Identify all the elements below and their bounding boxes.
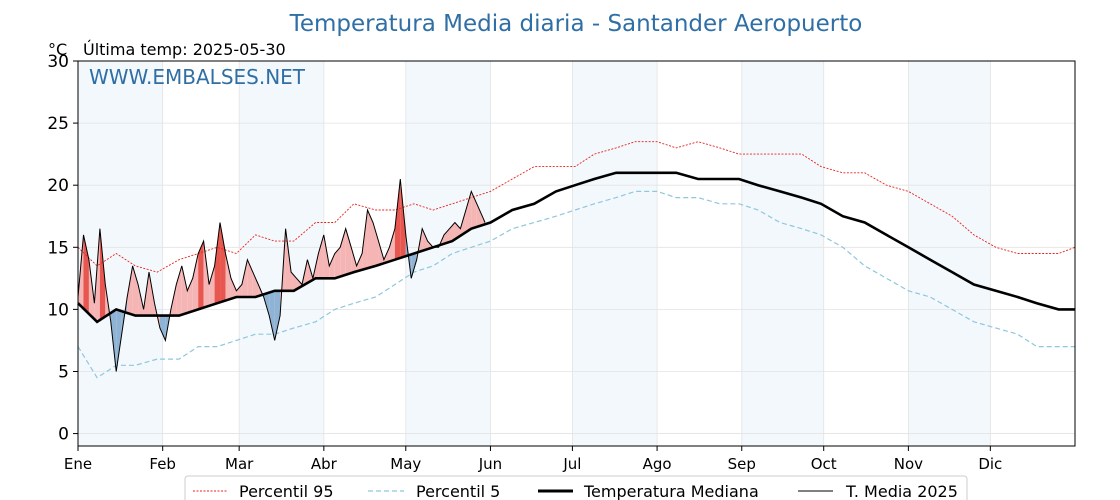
anomaly-fill-segment [291, 272, 297, 291]
anomaly-fill-segment [329, 253, 335, 279]
xtick-label-mar: Mar [225, 455, 254, 473]
ytick-label-15: 15 [47, 238, 69, 258]
anomaly-fill-segment [323, 234, 330, 279]
ytick-label-5: 5 [58, 362, 69, 382]
xtick-label-sep: Sep [728, 455, 756, 473]
y-axis-ticks: 0 5 10 15 20 25 30 [47, 52, 78, 445]
anomaly-fill-segment [351, 247, 357, 274]
anomaly-fill-segment [187, 278, 193, 313]
anomaly-fill-segment [454, 222, 461, 240]
xtick-label-dic: Dic [978, 455, 1002, 473]
anomaly-fill-segment [236, 284, 242, 297]
xtick-label-ago: Ago [643, 455, 672, 473]
anomaly-fill-segment [230, 278, 237, 299]
ytick-label-0: 0 [58, 425, 69, 445]
legend-box [184, 475, 968, 500]
month-shade-ene [78, 61, 163, 446]
anomaly-fill-segment [285, 228, 292, 291]
legend: Percentil 95 Percentil 5 Temperatura Med… [184, 475, 968, 500]
anomaly-fill-segment [362, 210, 368, 270]
anomaly-fill-segment [356, 253, 363, 272]
xtick-label-may: May [390, 455, 421, 473]
series-line-percentil-5 [77, 190, 1075, 379]
anomaly-fill-segment [373, 222, 379, 267]
ytick-label-25: 25 [47, 114, 69, 134]
anomaly-fill-segment [132, 265, 139, 316]
anomaly-fill-segment [269, 290, 275, 341]
unit-label: °C [48, 40, 67, 59]
x-axis-ticks: Ene Feb Mar Abr May Jun Jul Ago Sep Oct Nov Dic [64, 446, 1002, 473]
xtick-label-abr: Abr [311, 455, 338, 473]
anomaly-fill-segment [99, 228, 106, 321]
series-line-temperatura-mediana [77, 171, 1075, 324]
anomaly-fill-segment [345, 228, 352, 275]
anomaly-fill-segment [127, 265, 133, 315]
anomaly-fill-segment [389, 228, 395, 262]
watermark: WWW.EMBALSES.NET [89, 65, 306, 89]
anomaly-fill-segment [220, 222, 226, 303]
anomaly-fill-segment [225, 253, 231, 301]
anomaly-fill-segment [214, 222, 221, 305]
series-lines [77, 141, 1076, 379]
month-shade-mar [239, 61, 324, 446]
anomaly-fill-segment [252, 272, 259, 297]
anomaly-fill-segment [159, 315, 166, 341]
anomaly-fill-segment [444, 228, 450, 244]
anomaly-fill-segment [471, 191, 477, 229]
subtitle-last-temp: Última temp: 2025-05-30 [83, 40, 286, 59]
month-shade-jul [572, 61, 658, 446]
anomaly-fill-segment [334, 247, 341, 279]
ytick-label-10: 10 [47, 300, 69, 320]
anomaly-fill-segment [318, 234, 324, 279]
ytick-label-20: 20 [47, 176, 69, 196]
anomaly-fill-segment [476, 203, 483, 227]
month-shading [78, 61, 991, 446]
series-line-t-media-2025 [77, 178, 486, 372]
xtick-label-jul: Jul [562, 455, 581, 473]
chart-title: Temperatura Media diaria - Santander Aer… [289, 11, 863, 37]
xtick-label-nov: Nov [894, 455, 923, 473]
anomaly-fill-segment [394, 178, 401, 260]
anomaly-fill-segment [203, 241, 210, 308]
anomaly-fill-segment [340, 228, 346, 277]
ytick-label-30: 30 [47, 52, 69, 72]
plot-frame [77, 60, 1076, 447]
anomaly-fill-segment [465, 191, 472, 233]
legend-label-p95: Percentil 95 [239, 482, 334, 500]
anomaly-fill-segment [149, 272, 155, 316]
month-shade-nov [908, 61, 991, 446]
anomaly-fill-segment [241, 259, 248, 297]
anomaly-fill-segment [209, 265, 215, 306]
xtick-label-ene: Ene [64, 455, 92, 473]
xtick-label-jun: Jun [478, 455, 502, 473]
anomaly-fill-segment [181, 265, 188, 315]
anomaly-fill-segment [367, 210, 374, 269]
month-shade-may [405, 61, 491, 446]
legend-label-median: Temperatura Mediana [583, 482, 759, 500]
anomaly-fill-segment [274, 290, 281, 341]
xtick-label-oct: Oct [811, 455, 837, 473]
legend-label-p5: Percentil 5 [416, 482, 500, 500]
legend-label-year: T. Media 2025 [845, 482, 958, 500]
month-shade-sep [741, 61, 824, 446]
anomaly-fill-segment [116, 309, 122, 372]
xtick-label-feb: Feb [149, 455, 176, 473]
anomaly-fill-segment [198, 241, 204, 310]
anomaly-fill-segment [192, 253, 199, 312]
anomaly-fill-segment [176, 265, 182, 316]
anomaly-fill-segment [422, 228, 428, 251]
anomaly-fill-segment [400, 178, 406, 258]
